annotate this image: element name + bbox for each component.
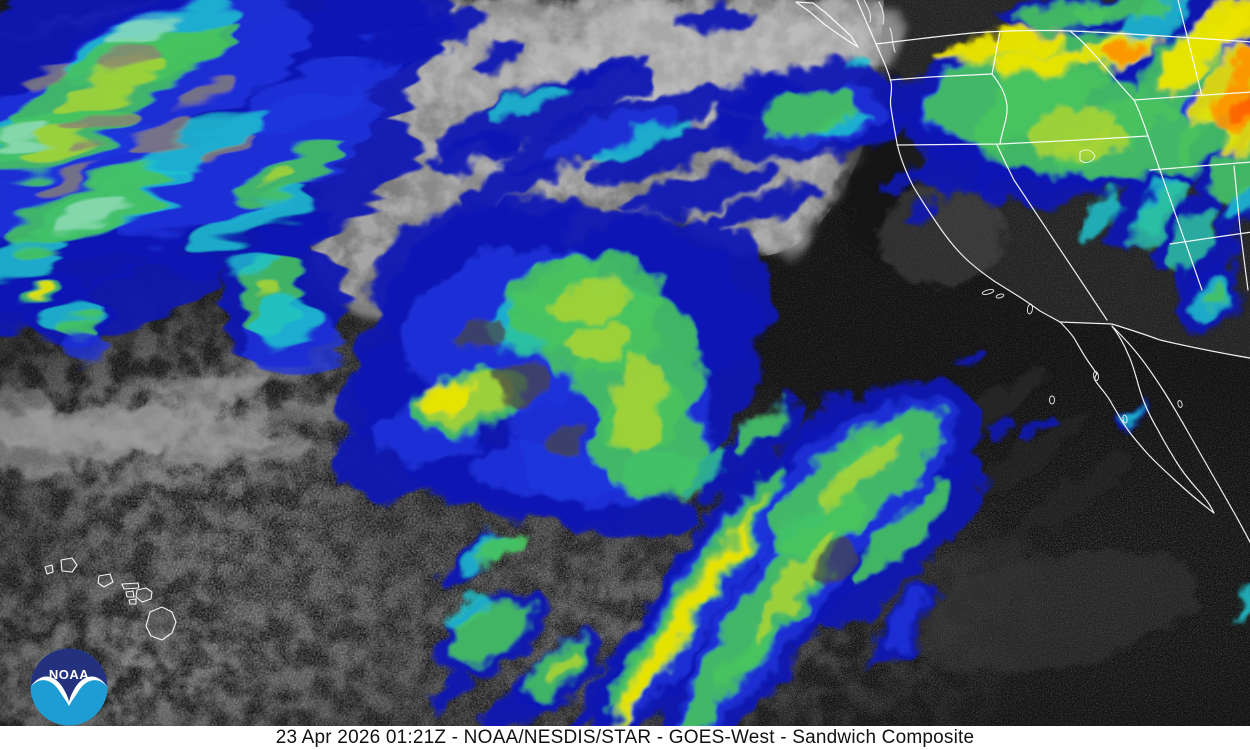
channel-island [981,289,995,295]
bc-inlets [863,0,896,53]
niihau [44,564,54,575]
us-canada-border [875,29,1250,45]
caption-bar: 23 Apr 2026 01:21Z - NOAA/NESDIS/STAR - … [0,726,1250,750]
sonora-coastline [1111,325,1250,544]
noaa-logo-sky [30,648,108,702]
vancouver-island-outline [795,1,859,48]
lanai [125,590,135,598]
caption-text: 23 Apr 2026 01:21Z - NOAA/NESDIS/STAR - … [275,727,975,748]
ca-nv-border [996,144,1108,321]
satellite-composite-image: NOAA [0,0,1250,726]
ut-az-border [1169,231,1250,245]
map-borders-overlay [795,0,1250,544]
noaa-logo-text: NOAA [49,667,89,682]
hawaii-islands-outline [44,557,177,641]
oahu [97,573,114,588]
nv-ut-border [1147,135,1203,291]
wa-id-border [991,31,1001,75]
kauai [60,557,78,573]
az-nm-border [1233,165,1249,291]
guadalupe-island [1049,395,1055,405]
channel-island [1026,303,1034,315]
ir-color-layer-main [330,0,1250,726]
channel-island [995,293,1005,299]
noaa-logo: NOAA [30,648,108,726]
or-id-border [991,73,1008,145]
wa-or-border [889,73,993,81]
42n-border [896,135,1149,146]
noaa-logo-seagull [30,676,108,706]
molokai [121,582,140,590]
coastline-west [856,0,1061,323]
gulf-island [1177,400,1183,408]
cedros-island [1092,371,1100,381]
wy-ut-co-border [1149,161,1250,171]
big-island [145,606,177,641]
mt-wy-border [1133,91,1250,101]
id-mt-border [1069,30,1135,101]
id-wy-border [1133,99,1149,137]
maui [135,587,153,603]
great-salt-lake-outline [1079,149,1096,163]
ir-color-layer-northwest [0,0,455,382]
kahoolawe [128,598,137,605]
us-mexico-border [1059,321,1250,359]
mt-border-diagonal [1177,0,1203,97]
gulf-island [1122,414,1128,424]
baja-california-outline [1059,321,1215,514]
